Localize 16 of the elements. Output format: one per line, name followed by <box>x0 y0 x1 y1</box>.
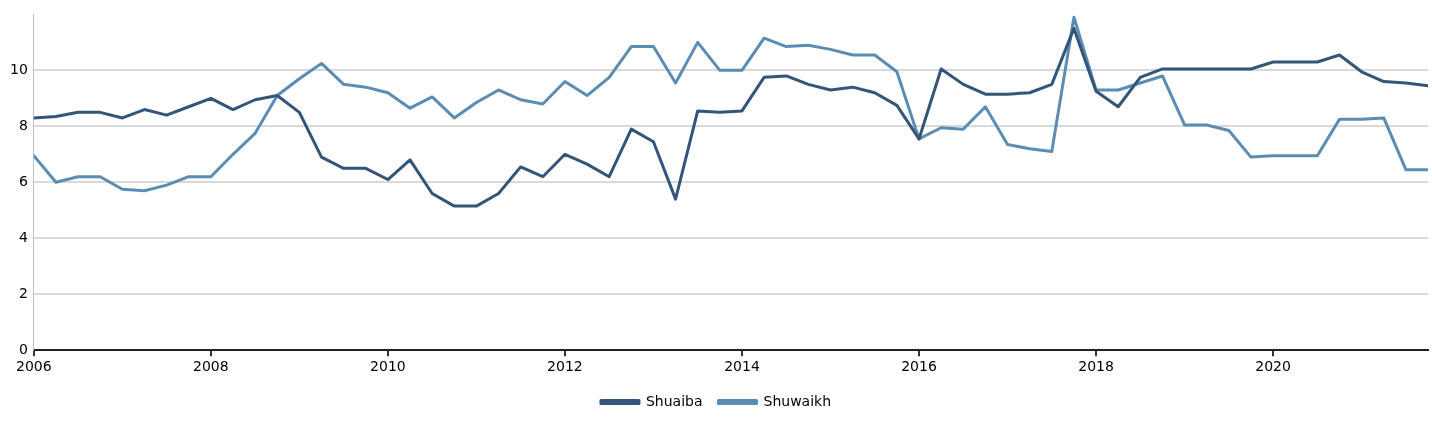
x-tick-label: 2006 <box>15 358 52 375</box>
y-tick-label: 4 <box>18 228 28 245</box>
x-tick-label: 2020 <box>1255 358 1291 375</box>
x-tick-label: 2012 <box>547 358 583 375</box>
x-tick-label: 2010 <box>370 358 406 375</box>
x-tick-label: 2016 <box>901 358 937 375</box>
y-tick-label: 2 <box>18 284 28 301</box>
legend-label: Shuaiba <box>645 392 703 409</box>
y-tick-label: 8 <box>18 116 28 133</box>
y-tick-label: 6 <box>18 172 28 189</box>
x-tick-label: 2014 <box>724 358 760 375</box>
y-tick-label: 10 <box>9 61 28 78</box>
legend-label: Shuwaikh <box>763 392 832 409</box>
x-tick-label: 2018 <box>1078 358 1114 375</box>
y-tick-label: 0 <box>18 340 28 357</box>
x-tick-label: 2008 <box>193 358 229 375</box>
